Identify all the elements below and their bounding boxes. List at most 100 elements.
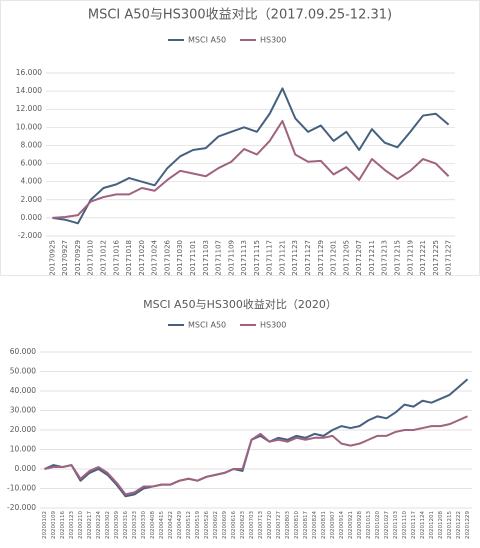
series-line — [52, 119, 450, 219]
x-tick-label: 20200616 — [231, 511, 237, 539]
x-tick-label: 20200316 — [123, 511, 129, 539]
x-tick-label: 20171207 — [355, 240, 363, 276]
x-tick-label: 20200422 — [168, 511, 174, 539]
x-tick-label: 20201013 — [366, 511, 372, 539]
x-tick-label: 20171215 — [393, 240, 401, 276]
y-tick-label: 4.000 — [21, 177, 43, 186]
x-tick-label: 20200831 — [321, 511, 327, 539]
y-tick-label: 60.000 — [10, 347, 36, 356]
x-tick-label: 20171129 — [317, 240, 325, 276]
x-tick-label: 20200817 — [303, 511, 309, 539]
x-tick-label: 20171117 — [266, 240, 274, 276]
legend-label: MSCI A50 — [188, 321, 226, 330]
y-tick-label: 10.000 — [10, 445, 36, 454]
x-tick-label: 20200302 — [105, 511, 111, 539]
x-tick-label: 20200217 — [87, 511, 93, 539]
x-tick-label: 20200914 — [339, 511, 345, 539]
x-tick-label: 20171101 — [189, 240, 197, 276]
x-tick-label: 20200415 — [159, 511, 165, 539]
x-tick-label: 20171121 — [278, 240, 286, 276]
x-tick-label: 20170929 — [74, 240, 82, 276]
x-tick-label: 20171225 — [432, 240, 440, 276]
legend-label: HS300 — [260, 36, 286, 45]
y-tick-label: -10.000 — [7, 484, 36, 493]
x-tick-label: 20171109 — [227, 240, 235, 276]
x-tick-label: 20200727 — [276, 511, 282, 539]
x-tick-label: 20200720 — [267, 511, 273, 539]
x-tick-label: 20171201 — [330, 240, 338, 276]
x-tick-label: 20201110 — [402, 511, 408, 539]
x-tick-label: 20200330 — [141, 511, 147, 539]
y-tick-label: -20.000 — [7, 503, 36, 512]
x-tick-label: 20201117 — [411, 511, 417, 539]
x-tick-label: 20170925 — [48, 240, 56, 276]
x-tick-label: 20171026 — [163, 239, 171, 275]
x-tick-label: 20200123 — [69, 511, 75, 539]
y-tick-label: 2.000 — [21, 195, 43, 204]
x-tick-label: 20201124 — [420, 511, 426, 539]
x-tick-label: 20171123 — [291, 240, 299, 276]
y-tick-label: 20.000 — [10, 425, 36, 434]
x-tick-label: 20201027 — [384, 511, 390, 539]
y-tick-label: 6.000 — [21, 159, 43, 168]
x-tick-label: 20200803 — [285, 511, 291, 539]
x-tick-label: 20200102 — [42, 511, 48, 539]
x-tick-label: 20171219 — [406, 240, 414, 276]
x-tick-label: 20171127 — [304, 240, 312, 276]
x-tick-label: 20200623 — [240, 511, 246, 539]
x-tick-label: 20200526 — [204, 511, 210, 539]
x-tick-label: 20200429 — [177, 511, 183, 539]
x-tick-label: 20200713 — [258, 511, 264, 539]
x-tick-label: 20201229 — [465, 511, 471, 539]
x-tick-label: 20201020 — [375, 511, 381, 539]
y-tick-label: -2.000 — [18, 231, 42, 240]
legend-label: HS300 — [260, 321, 286, 330]
x-tick-label: 20171213 — [381, 240, 389, 276]
y-tick-label: 14.000 — [16, 86, 42, 95]
x-tick-label: 20171024 — [151, 239, 159, 275]
y-tick-label: 8.000 — [21, 140, 43, 149]
x-tick-label: 20200824 — [312, 511, 318, 539]
x-tick-label: 20201215 — [447, 511, 453, 539]
x-tick-label: 20201222 — [456, 511, 462, 539]
x-tick-label: 20170927 — [61, 240, 69, 276]
x-tick-label: 20171103 — [202, 240, 210, 276]
x-tick-label: 20200609 — [222, 511, 228, 539]
series-line — [52, 87, 450, 225]
chart-title: MSCI A50与HS300收益对比（2020） — [143, 297, 337, 311]
x-tick-label: 20171113 — [240, 240, 248, 276]
x-tick-label: 20171205 — [342, 240, 350, 276]
x-tick-label: 20200928 — [357, 511, 363, 539]
x-tick-label: 20200408 — [150, 511, 156, 539]
x-tick-label: 20171211 — [368, 240, 376, 276]
x-tick-label: 20200519 — [195, 511, 201, 539]
x-tick-label: 20200116 — [60, 511, 66, 539]
x-tick-label: 20200810 — [294, 511, 300, 539]
x-tick-label: 20201201 — [429, 511, 435, 539]
x-tick-label: 20200224 — [96, 511, 102, 539]
x-tick-label: 20171018 — [125, 240, 133, 276]
y-tick-label: 0.000 — [21, 213, 43, 222]
y-tick-label: 16.000 — [16, 68, 42, 77]
x-tick-label: 20200921 — [348, 511, 354, 539]
x-tick-label: 20171016 — [112, 239, 120, 275]
x-tick-label: 20171115 — [253, 240, 261, 276]
y-tick-label: 0.000 — [15, 464, 37, 473]
legend-label: MSCI A50 — [188, 36, 226, 45]
x-tick-label: 20200703 — [249, 511, 255, 539]
series-line — [44, 415, 468, 496]
x-tick-label: 20200907 — [330, 511, 336, 539]
x-tick-label: 20200602 — [213, 511, 219, 539]
x-tick-label: 20171020 — [138, 240, 146, 276]
x-tick-label: 20171010 — [87, 240, 95, 276]
y-tick-label: 40.000 — [10, 386, 36, 395]
y-tick-label: 50.000 — [10, 367, 36, 376]
y-tick-label: 10.000 — [16, 122, 42, 131]
y-tick-label: 30.000 — [10, 406, 36, 415]
x-tick-label: 20201208 — [438, 511, 444, 539]
y-tick-label: 12.000 — [16, 104, 42, 113]
x-tick-label: 20201103 — [393, 511, 399, 539]
x-tick-label: 20200323 — [132, 511, 138, 539]
